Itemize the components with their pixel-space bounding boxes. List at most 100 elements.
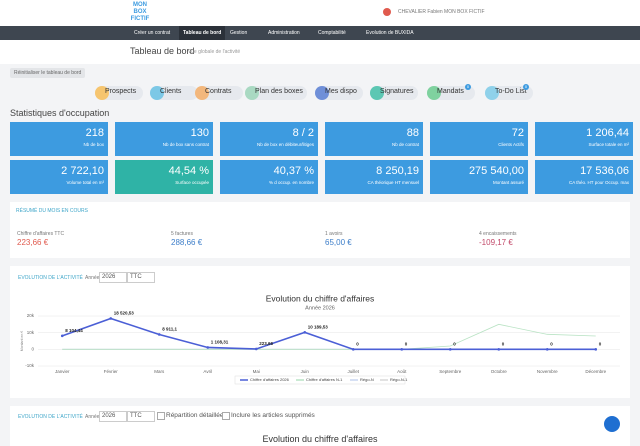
stat-label: Nb de box sans contrat	[162, 142, 209, 147]
shortcut-icon[interactable]	[315, 86, 329, 100]
legend-box	[234, 375, 406, 385]
checkbox-label[interactable]: Inclure les articles supprimés	[231, 412, 315, 419]
data-label: 0	[356, 342, 359, 347]
stat-label: Surface occupée	[175, 180, 209, 185]
nav-item[interactable]: Tableau de bord	[179, 26, 226, 40]
stat-label: CA théo. HT pour Occup. max	[569, 180, 629, 185]
series-line	[61, 317, 596, 351]
stat-tile[interactable]	[10, 122, 108, 156]
checkbox[interactable]	[222, 412, 230, 420]
shortcut-label[interactable]: Signatures	[380, 88, 414, 95]
data-point	[60, 334, 64, 338]
stat-tile[interactable]	[430, 160, 528, 194]
stat-value: 2 722,10	[61, 165, 104, 177]
shortcut-icon[interactable]	[95, 86, 109, 100]
shortcut-icon[interactable]	[150, 86, 164, 100]
data-label: 0	[550, 342, 553, 347]
stat-tile[interactable]	[220, 160, 318, 194]
y-tick-label: 0	[31, 347, 34, 352]
checkbox[interactable]	[157, 412, 165, 420]
data-label: 0	[453, 342, 456, 347]
shortcut-icon[interactable]	[245, 86, 259, 100]
summary-panel	[10, 202, 630, 258]
stat-tile[interactable]	[325, 122, 423, 156]
shortcut-label[interactable]: To-Do List	[495, 88, 527, 95]
reset-button[interactable]: Réinitialiser le tableau de bord	[10, 68, 86, 78]
tax-select[interactable]: TTC	[127, 272, 155, 283]
shortcut-label[interactable]: Mandats	[437, 88, 464, 95]
x-tick-label: Août	[397, 369, 407, 374]
data-label: 223,66	[259, 341, 273, 346]
shortcut-label[interactable]: Plan des boxes	[255, 88, 303, 95]
stat-label: CA théorique HT mensuel	[367, 180, 419, 185]
data-label: 8 104,44	[65, 328, 83, 333]
stat-label: Clients Actifs	[498, 142, 524, 147]
nav-item[interactable]: Comptabilité	[318, 30, 346, 36]
year-select[interactable]: 2026	[99, 411, 127, 422]
stat-tile[interactable]	[430, 122, 528, 156]
data-label: 18 520,53	[114, 311, 135, 316]
series-line	[62, 323, 596, 350]
year-select[interactable]: 2026	[99, 272, 127, 283]
summary-label: 4 encaissements	[479, 231, 517, 237]
stat-tile[interactable]	[10, 160, 108, 194]
x-tick-label: Mars	[154, 369, 165, 374]
data-point	[448, 348, 452, 351]
summary-title: RÉSUMÉ DU MOIS EN COURS	[16, 208, 88, 214]
stat-label: Surface totale en m²	[588, 142, 629, 147]
stat-tile[interactable]	[535, 122, 633, 156]
x-tick-label: Octobre	[491, 369, 508, 374]
x-tick-label: Mai	[253, 369, 260, 374]
shortcut-icon[interactable]	[195, 86, 209, 100]
badge: 0	[465, 84, 471, 90]
summary-amount: 223,66 €	[17, 238, 49, 247]
stat-label: Nb de box	[83, 142, 104, 147]
shortcut-label[interactable]: Mes dispo	[325, 88, 357, 95]
x-tick-label: Novembre	[537, 369, 558, 374]
stat-label: % d occup. en nombre	[268, 180, 314, 185]
tax-select[interactable]: TTC	[127, 411, 155, 422]
y-tick-label: 10k	[27, 330, 35, 335]
stat-tile[interactable]	[115, 122, 213, 156]
shortcut-icon[interactable]	[370, 86, 384, 100]
chat-button[interactable]	[604, 416, 620, 432]
summary-amount: 65,00 €	[325, 238, 352, 247]
user-name[interactable]: CHEVALIER Fabien MON BOX FICTIF	[398, 9, 485, 15]
nav-item[interactable]: Gestion	[230, 30, 248, 36]
stat-label: Volume total en m³	[66, 180, 104, 185]
shortcut-icon[interactable]	[485, 86, 499, 100]
data-point	[400, 348, 404, 351]
stat-tile[interactable]	[535, 160, 633, 194]
logo[interactable]: MON BOX FICTIF	[130, 2, 150, 22]
data-label: 1 108,31	[211, 340, 229, 345]
stat-value: 1 206,44	[586, 127, 629, 139]
notification-icon[interactable]	[383, 8, 391, 16]
stat-value: 44,54 %	[168, 165, 209, 177]
chart-title: Evolution du chiffre d'affaires	[262, 434, 378, 444]
nav-item[interactable]: Administration	[268, 30, 300, 36]
shortcut-pill[interactable]	[245, 86, 307, 100]
x-tick-label: Janvier	[55, 369, 70, 374]
stat-value: 218	[85, 127, 104, 139]
stat-tile[interactable]	[115, 160, 213, 194]
shortcut-label[interactable]: Clients	[160, 88, 182, 95]
data-point	[497, 348, 501, 351]
summary-amount: 288,66 €	[171, 238, 203, 247]
nav-item[interactable]: Créer un contrat	[134, 30, 171, 36]
nav-item[interactable]: Evolution de BUXIDA	[366, 30, 414, 36]
shortcut-label[interactable]: Contrats	[205, 88, 232, 95]
shortcut-icon[interactable]	[427, 86, 441, 100]
stat-tile[interactable]	[325, 160, 423, 194]
stat-value: 8 250,19	[376, 165, 419, 177]
panel-title: EVOLUTION DE L'ACTIVITÉ	[18, 275, 83, 281]
stat-tile[interactable]	[220, 122, 318, 156]
legend-label: Régo-N-1	[390, 377, 408, 382]
x-tick-label: Juillet	[347, 369, 359, 374]
badge: 0	[523, 84, 529, 90]
data-label: 0	[405, 342, 408, 347]
shortcut-label[interactable]: Prospects	[105, 88, 137, 95]
stat-value: 8 / 2	[292, 127, 314, 139]
checkbox-label[interactable]: Répartition détaillée	[166, 412, 224, 419]
